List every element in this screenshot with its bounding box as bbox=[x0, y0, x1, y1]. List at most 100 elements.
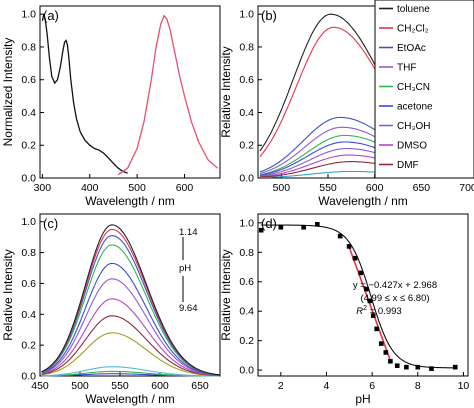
series-line bbox=[41, 298, 220, 376]
panel-label: (b) bbox=[261, 8, 277, 23]
legend-entry: THF bbox=[397, 63, 416, 74]
legend-entry: CH₃OH bbox=[397, 121, 431, 132]
x-tick-label: 8 bbox=[415, 380, 421, 392]
x-tick-label: 700 bbox=[459, 182, 474, 194]
y-axis-label: Normalized Intensity bbox=[1, 38, 15, 147]
panel-label: (c) bbox=[43, 216, 58, 231]
x-tick-label: 2 bbox=[278, 380, 284, 392]
x-axis-label: pH bbox=[355, 392, 370, 406]
series-line bbox=[41, 278, 220, 376]
y-tick-label: 0.6 bbox=[239, 74, 254, 86]
fit-equation: y = −0.427x + 2.968 bbox=[353, 280, 437, 291]
y-axis-label: Relative Intensity bbox=[219, 46, 233, 137]
x-tick-label: 300 bbox=[34, 182, 52, 194]
panel-d: 2 4 6 8 10 0.0 0.2 0.4 0.6 0.8 1.0 pH Relative Inten… bbox=[219, 213, 470, 406]
x-axis-label: Wavelength / nm bbox=[85, 194, 175, 208]
absorption-line bbox=[41, 14, 128, 174]
y-tick-label: 0.2 bbox=[239, 140, 254, 152]
series-line bbox=[41, 332, 220, 377]
data-point bbox=[358, 270, 364, 276]
data-point bbox=[415, 364, 421, 370]
y-tick-label: 0.0 bbox=[239, 173, 254, 185]
plot-frame bbox=[257, 213, 469, 377]
y-tick-label: 1.0 bbox=[239, 217, 254, 229]
x-tick-label: 600 bbox=[176, 182, 194, 194]
y-tick-label: 0.8 bbox=[239, 247, 254, 259]
panel-label: (a) bbox=[43, 8, 59, 23]
data-point bbox=[452, 364, 458, 370]
ph-end-label: 9.64 bbox=[179, 303, 198, 314]
r-squared-exponent: 2 bbox=[363, 305, 367, 312]
sigmoid-fit-line bbox=[261, 224, 455, 369]
ph-start-label: 1.14 bbox=[179, 227, 198, 238]
data-point bbox=[352, 255, 358, 261]
ph-axis-label: pH bbox=[179, 263, 191, 274]
data-point bbox=[388, 358, 393, 364]
y-tick-label: 0.2 bbox=[239, 335, 254, 347]
legend-entry: DMSO bbox=[397, 141, 427, 152]
x-tick-label: 500 bbox=[71, 380, 89, 392]
x-tick-label: 400 bbox=[81, 182, 99, 194]
data-point bbox=[367, 298, 373, 304]
y-tick-label: 0.0 bbox=[239, 365, 254, 377]
data-point bbox=[378, 341, 384, 346]
x-tick-label: 600 bbox=[366, 182, 384, 194]
series-line bbox=[41, 224, 220, 376]
x-tick-label: 550 bbox=[111, 380, 129, 392]
legend-box bbox=[374, 0, 474, 179]
y-tick-label: 1.0 bbox=[21, 9, 36, 21]
fit-range: (4.99 ≤ x ≤ 6.80) bbox=[360, 293, 429, 304]
x-axis-label: Wavelength / nm bbox=[318, 194, 408, 208]
legend-entry: CH₂Cl₂ bbox=[397, 24, 429, 35]
r-squared-symbol: R bbox=[356, 306, 363, 317]
y-tick-label: 0.6 bbox=[21, 278, 36, 290]
fit-r-squared: R2 = 0.993 bbox=[356, 305, 401, 317]
data-point bbox=[315, 222, 320, 227]
emission-line bbox=[117, 14, 219, 176]
legend-entry: DMF bbox=[397, 160, 419, 171]
data-point bbox=[394, 363, 400, 368]
series-line bbox=[41, 315, 220, 377]
y-tick-label: 0.6 bbox=[21, 74, 36, 86]
x-tick-label: 4 bbox=[324, 380, 330, 392]
y-tick-label: 0.8 bbox=[21, 247, 36, 259]
x-tick-label: 650 bbox=[191, 380, 209, 392]
data-point bbox=[370, 313, 376, 318]
plot-frame bbox=[39, 213, 221, 377]
y-tick-label: 0.8 bbox=[239, 41, 254, 53]
y-tick-label: 1.0 bbox=[239, 9, 254, 21]
y-tick-label: 0.2 bbox=[21, 140, 36, 152]
x-tick-label: 450 bbox=[31, 380, 49, 392]
data-point bbox=[374, 326, 379, 332]
y-tick-label: 0.4 bbox=[239, 107, 254, 119]
data-point bbox=[429, 366, 434, 371]
y-tick-label: 0.0 bbox=[21, 173, 36, 185]
x-axis-label: Wavelength / nm bbox=[85, 392, 175, 406]
plot-frame bbox=[39, 5, 221, 179]
y-tick-label: 0.4 bbox=[21, 309, 36, 321]
series-line bbox=[41, 366, 220, 377]
r-squared-value: = 0.993 bbox=[367, 306, 402, 317]
series-line bbox=[41, 244, 220, 376]
x-tick-label: 500 bbox=[128, 182, 146, 194]
legend-entry: toluene bbox=[397, 4, 430, 15]
y-axis-label: Relative Intensity bbox=[1, 249, 15, 340]
y-tick-label: 0.4 bbox=[239, 306, 254, 318]
data-point bbox=[337, 233, 343, 239]
panel-b: 500 550 600 650 700 0.0 0.2 0.4 0.6 0.8 1.0 Wavelen… bbox=[219, 0, 474, 208]
y-tick-label: 0.0 bbox=[21, 371, 36, 383]
data-point bbox=[364, 286, 369, 292]
y-tick-label: 0.4 bbox=[21, 107, 36, 119]
panel-label: (d) bbox=[261, 216, 277, 231]
data-point bbox=[258, 227, 264, 233]
data-point bbox=[278, 224, 284, 230]
panel-a: 300 400 500 600 0.0 0.2 0.4 0.6 0.8 1.0 Wavelength… bbox=[1, 5, 221, 208]
x-tick-label: 550 bbox=[319, 182, 337, 194]
x-tick-label: 10 bbox=[458, 380, 470, 392]
x-tick-label: 600 bbox=[151, 380, 169, 392]
panel-c: 450 500 550 600 650 0.0 0.2 0.4 0.6 0.8 1.0 Wavelen… bbox=[1, 213, 221, 406]
data-point bbox=[383, 350, 389, 355]
series-line bbox=[41, 262, 220, 376]
y-tick-label: 0.6 bbox=[239, 276, 254, 288]
